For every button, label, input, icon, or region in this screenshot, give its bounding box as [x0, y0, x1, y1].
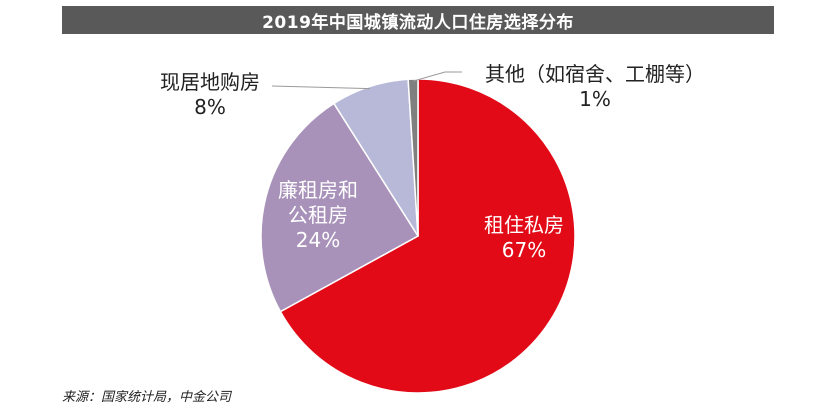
slice-percent: 24% — [295, 228, 341, 252]
slice-other — [407, 78, 419, 237]
slice-public-housing — [260, 102, 420, 313]
slice-name: 其他（如宿舍、工棚等） — [485, 62, 705, 86]
slice-percent: 8% — [194, 95, 226, 119]
slice-name: 现居地购房 — [160, 70, 260, 94]
slice-label-rent-private: 租住私房 67% — [468, 213, 580, 263]
chart-title: 2019年中国城镇流动人口住房选择分布 — [62, 6, 774, 34]
slice-name-line-1: 廉租房和 — [278, 178, 358, 202]
slice-rent-private — [279, 78, 576, 394]
slice-label-other: 其他（如宿舍、工棚等） 1% — [452, 62, 738, 112]
slice-label-public-housing: 廉租房和 公租房 24% — [262, 178, 374, 253]
leader-line-other — [412, 71, 462, 82]
source-note: 来源：国家统计局，中金公司 — [62, 390, 232, 405]
leader-line-purchased — [271, 85, 371, 90]
slice-name-line-2: 公租房 — [288, 203, 348, 227]
slice-label-purchased: 现居地购房 8% — [150, 70, 270, 120]
slice-percent: 1% — [579, 87, 611, 111]
slice-percent: 67% — [501, 238, 547, 262]
slice-name: 租住私房 — [484, 213, 564, 237]
